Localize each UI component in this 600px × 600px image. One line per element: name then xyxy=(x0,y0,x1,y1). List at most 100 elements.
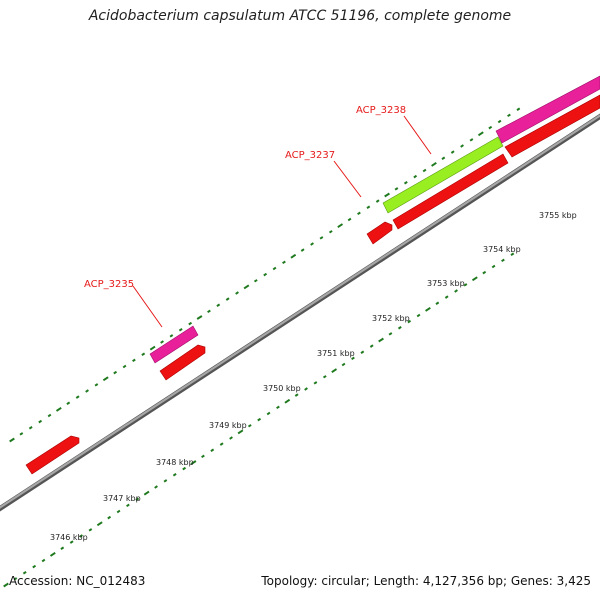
inner-tick-mark xyxy=(3,582,9,588)
inner-tick-mark xyxy=(107,515,112,520)
cds-feature[interactable] xyxy=(25,435,80,475)
inner-tick-mark xyxy=(313,381,318,385)
outer-tick-mark xyxy=(282,260,286,265)
outer-tick-mark xyxy=(403,181,408,185)
inner-tick-mark xyxy=(69,540,74,544)
accession-text: Accession: NC_012483 xyxy=(9,574,146,588)
inner-tick-mark xyxy=(454,289,458,293)
outer-tick-mark xyxy=(272,266,277,271)
inner-tick-mark xyxy=(154,485,158,489)
label-leader xyxy=(403,115,432,155)
genome-backbone-highlight xyxy=(0,114,600,509)
inner-tick-mark xyxy=(360,350,365,354)
outer-tick-mark xyxy=(132,358,136,363)
inner-tick-mark xyxy=(294,393,299,397)
inner-tick-mark xyxy=(266,411,271,416)
scale-label: 3752 kbp xyxy=(372,314,410,323)
outer-tick-mark xyxy=(441,156,446,160)
outer-tick-mark xyxy=(225,297,230,301)
outer-tick-mark xyxy=(507,113,511,118)
inner-tick-mark xyxy=(41,558,46,563)
scale-labels: 3746 kbp 3747 kbp 3748 kbp 3749 kbp 3750… xyxy=(50,211,577,542)
outer-tick-mark xyxy=(102,376,109,382)
inner-tick-mark xyxy=(257,417,262,422)
inner-tick-mark xyxy=(407,319,412,324)
inner-tick-mark xyxy=(435,301,440,305)
outer-tick-mark xyxy=(384,192,390,198)
scale-label: 3750 kbp xyxy=(263,384,301,393)
outer-tick-mark xyxy=(450,150,455,154)
outer-tick-mark xyxy=(413,174,418,179)
outer-tick-mark xyxy=(488,125,493,130)
inner-tick-mark xyxy=(247,424,252,428)
rna-feature-acp3238[interactable] xyxy=(495,75,600,144)
rna-feature-acp3235[interactable] xyxy=(149,325,199,364)
inner-tick-mark xyxy=(143,490,150,496)
outer-tick-mark xyxy=(497,119,502,124)
outer-tick-mark xyxy=(300,248,305,252)
label-leader xyxy=(333,160,362,198)
outer-tick-mark xyxy=(337,223,344,229)
inner-tick-mark xyxy=(135,497,140,501)
outer-tick-mark xyxy=(253,279,258,283)
outer-tick-mark xyxy=(319,236,324,240)
inner-tick-mark xyxy=(88,528,93,532)
outer-tick-mark xyxy=(19,432,24,436)
inner-tick-mark xyxy=(510,252,515,256)
inner-tick-mark xyxy=(341,362,346,367)
gene-label-acp3237[interactable]: ACP_3237 xyxy=(285,150,362,198)
cds-feature-acp3237[interactable] xyxy=(392,153,509,230)
outer-tick-mark xyxy=(235,291,239,295)
inner-tick-mark xyxy=(425,306,431,312)
outer-tick-mark xyxy=(516,107,521,111)
inner-tick-mark xyxy=(276,405,280,410)
inner-tick-mark xyxy=(190,460,197,465)
scale-label: 3753 kbp xyxy=(427,279,465,288)
gene-label-acp3235[interactable]: ACP_3235 xyxy=(84,279,163,328)
inner-tick-mark xyxy=(13,577,18,581)
outer-tick-mark xyxy=(149,345,156,351)
outer-tick-mark xyxy=(47,413,52,418)
outer-tick-mark xyxy=(394,187,399,191)
cds-feature[interactable] xyxy=(366,221,393,245)
outer-tick-mark xyxy=(431,161,437,167)
inner-tick-mark xyxy=(322,375,327,379)
outer-tick-mark xyxy=(375,199,380,203)
outer-tick-mark xyxy=(366,205,371,209)
inner-tick-mark xyxy=(126,503,130,508)
cds-feature-acp3235[interactable] xyxy=(159,344,206,381)
outer-tick-mark xyxy=(196,315,203,320)
outer-tick-mark xyxy=(263,272,268,277)
outer-tick-mark xyxy=(141,352,146,356)
outer-tick-mark xyxy=(469,138,474,142)
cds-feature-acp3238[interactable] xyxy=(504,94,600,158)
outer-tick-mark xyxy=(216,303,221,307)
inner-tick-mark xyxy=(351,356,355,361)
scale-label: 3754 kbp xyxy=(483,245,521,254)
inner-tick-ring xyxy=(3,252,515,588)
gene-label-text: ACP_3238 xyxy=(356,105,406,116)
outer-tick-mark xyxy=(55,406,62,412)
scale-label: 3746 kbp xyxy=(50,533,88,542)
outer-tick-mark xyxy=(310,242,314,246)
outer-tick-mark xyxy=(357,211,361,216)
scale-label: 3748 kbp xyxy=(156,458,194,467)
gene-label-text: ACP_3237 xyxy=(285,150,335,161)
inner-tick-mark xyxy=(60,546,65,550)
gene-label-acp3238[interactable]: ACP_3238 xyxy=(356,105,432,155)
outer-tick-mark xyxy=(28,426,33,430)
outer-tick-mark xyxy=(169,334,174,338)
outer-tick-mark xyxy=(38,419,43,424)
outer-tick-mark xyxy=(122,364,127,369)
outer-tick-mark xyxy=(160,340,164,344)
outer-tick-mark xyxy=(347,217,352,222)
inner-tick-mark xyxy=(378,337,384,343)
inner-tick-mark xyxy=(501,258,505,263)
outer-tick-mark xyxy=(94,383,99,387)
outer-tick-ring xyxy=(9,107,521,443)
highlight-feature-acp3237[interactable] xyxy=(382,136,504,214)
inner-tick-mark xyxy=(229,436,233,440)
outer-tick-mark xyxy=(75,395,80,399)
outer-tick-mark xyxy=(85,389,89,393)
